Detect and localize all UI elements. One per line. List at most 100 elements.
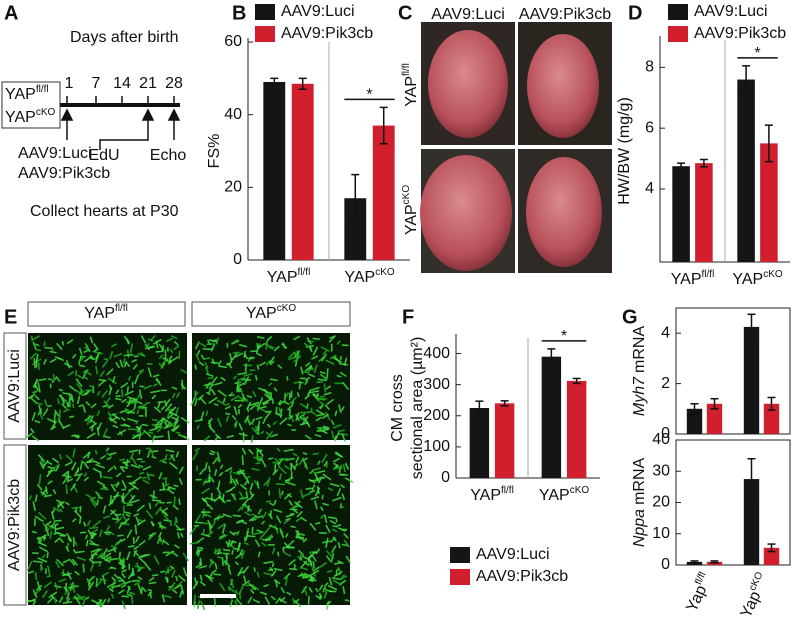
y-tick-label: 300 bbox=[423, 376, 450, 393]
bar bbox=[494, 403, 515, 478]
bar bbox=[566, 380, 587, 478]
panel-letter: E bbox=[4, 306, 17, 328]
bar bbox=[344, 198, 367, 260]
y-tick-label: 0 bbox=[661, 556, 670, 573]
error-bar bbox=[690, 403, 699, 415]
error-bar bbox=[547, 348, 556, 366]
error-bar bbox=[747, 458, 756, 501]
y-axis-label: FS% bbox=[206, 134, 223, 169]
day-label: 1 bbox=[65, 75, 74, 92]
x-tick-label-base: YAP bbox=[267, 269, 298, 286]
y-tick-label: 0 bbox=[233, 251, 242, 268]
panel-letter: B bbox=[232, 2, 246, 24]
x-tick-label-sup: cKO bbox=[763, 269, 783, 280]
bar bbox=[760, 143, 778, 262]
significance-star: * bbox=[561, 328, 567, 345]
x-tick-label-base: YAP bbox=[671, 271, 702, 288]
y-tick-label: 10 bbox=[652, 525, 670, 542]
column-label: AAV9:Luci bbox=[431, 6, 505, 23]
legend-swatch bbox=[255, 26, 275, 42]
panel-letter: C bbox=[398, 2, 412, 24]
x-tick-label-sup: fl/fl bbox=[298, 267, 311, 278]
error-bar bbox=[270, 77, 279, 87]
y-axis-label: Nppa mRNA bbox=[631, 457, 648, 547]
column-label: YAPcKO bbox=[246, 303, 296, 323]
error-bar bbox=[710, 560, 719, 564]
day-label: 28 bbox=[165, 75, 183, 92]
column-label: AAV9:Pik3cb bbox=[519, 6, 611, 23]
x-tick-label: YAPcKO bbox=[732, 269, 782, 289]
x-tick-label: YAPcKO bbox=[539, 485, 589, 505]
x-tick-label: YAPfl/fl bbox=[470, 485, 514, 505]
x-tick-label-base: YAP bbox=[732, 271, 763, 288]
error-bar bbox=[742, 65, 751, 94]
legend-label: AAV9:Pik3cb bbox=[694, 25, 786, 42]
y-tick-label: 40 bbox=[224, 106, 242, 123]
error-bar bbox=[379, 106, 388, 145]
x-tick-label-sup: cKO bbox=[747, 570, 765, 592]
y-tick-label: 4 bbox=[645, 180, 654, 197]
bar bbox=[743, 326, 760, 434]
error-bar bbox=[764, 124, 773, 163]
legend-swatch bbox=[668, 4, 688, 20]
row-label: YAPfl/fl bbox=[401, 63, 421, 107]
y-tick-label: 30 bbox=[652, 462, 670, 479]
legend-label: AAV9:Luci bbox=[694, 3, 768, 20]
bar bbox=[372, 125, 395, 260]
error-bar bbox=[767, 396, 776, 411]
bar bbox=[263, 81, 286, 260]
panel-letter: G bbox=[622, 306, 638, 328]
y-tick-label: 40 bbox=[652, 431, 670, 448]
x-tick-label-base: Yap bbox=[684, 583, 711, 615]
bar bbox=[469, 408, 490, 478]
x-tick-label-base: Yap bbox=[738, 589, 765, 618]
x-tick-label-sup: cKO bbox=[375, 267, 395, 278]
x-tick-label-sup: fl/fl bbox=[693, 570, 708, 586]
y-tick-label: 2 bbox=[661, 375, 670, 392]
plot-frame bbox=[675, 307, 791, 435]
day-label: 7 bbox=[92, 75, 101, 92]
y-tick-label: 6 bbox=[645, 119, 654, 136]
y-tick-label: 20 bbox=[652, 494, 670, 511]
bar bbox=[291, 83, 314, 261]
x-tick-label-base: YAP bbox=[470, 487, 501, 504]
panel-letter: A bbox=[4, 2, 18, 24]
row-box bbox=[3, 332, 27, 440]
significance-star: * bbox=[754, 45, 760, 62]
y-tick-label: 400 bbox=[423, 345, 450, 362]
row-label: AAV9:Luci bbox=[6, 349, 23, 423]
x-tick-label-base: YAP bbox=[344, 269, 375, 286]
x-tick-label-sup: fl/fl bbox=[501, 485, 514, 496]
legend-swatch bbox=[450, 547, 470, 563]
legend-label: AAV9:Luci bbox=[476, 546, 550, 563]
error-bar bbox=[710, 397, 719, 410]
y-tick-label: 20 bbox=[224, 179, 242, 196]
footer-note: Collect hearts at P30 bbox=[30, 203, 179, 220]
error-bar bbox=[747, 313, 756, 341]
column-label: YAPfl/fl bbox=[84, 303, 128, 323]
x-tick-label: Yapfl/fl bbox=[681, 570, 716, 615]
y-tick-label: 0 bbox=[661, 425, 670, 442]
error-bar bbox=[351, 173, 360, 223]
x-tick-label: YAPfl/fl bbox=[671, 269, 715, 289]
bar bbox=[672, 166, 690, 262]
x-tick-label-sup: cKO bbox=[570, 485, 590, 496]
legend-swatch bbox=[255, 4, 275, 20]
error-bar bbox=[690, 560, 699, 564]
y-tick-label: 0 bbox=[441, 469, 450, 486]
timeline-ticks bbox=[66, 96, 175, 105]
legend-swatch bbox=[668, 26, 688, 42]
plot-frame bbox=[675, 439, 791, 566]
legend-swatch bbox=[450, 569, 470, 585]
bar bbox=[695, 163, 713, 262]
bar bbox=[737, 79, 755, 263]
legend-label: AAV9:Pik3cb bbox=[281, 25, 373, 42]
group-label: YAPcKO bbox=[5, 107, 55, 127]
x-tick-label: YapcKO bbox=[735, 570, 773, 618]
error-bar bbox=[767, 543, 776, 553]
legend-label: AAV9:Pik3cb bbox=[476, 568, 568, 585]
injection-label: AAV9:Luci bbox=[18, 145, 92, 162]
y-tick-label: 8 bbox=[645, 59, 654, 76]
edu-label: EdU bbox=[88, 147, 119, 164]
error-bar bbox=[500, 400, 509, 407]
